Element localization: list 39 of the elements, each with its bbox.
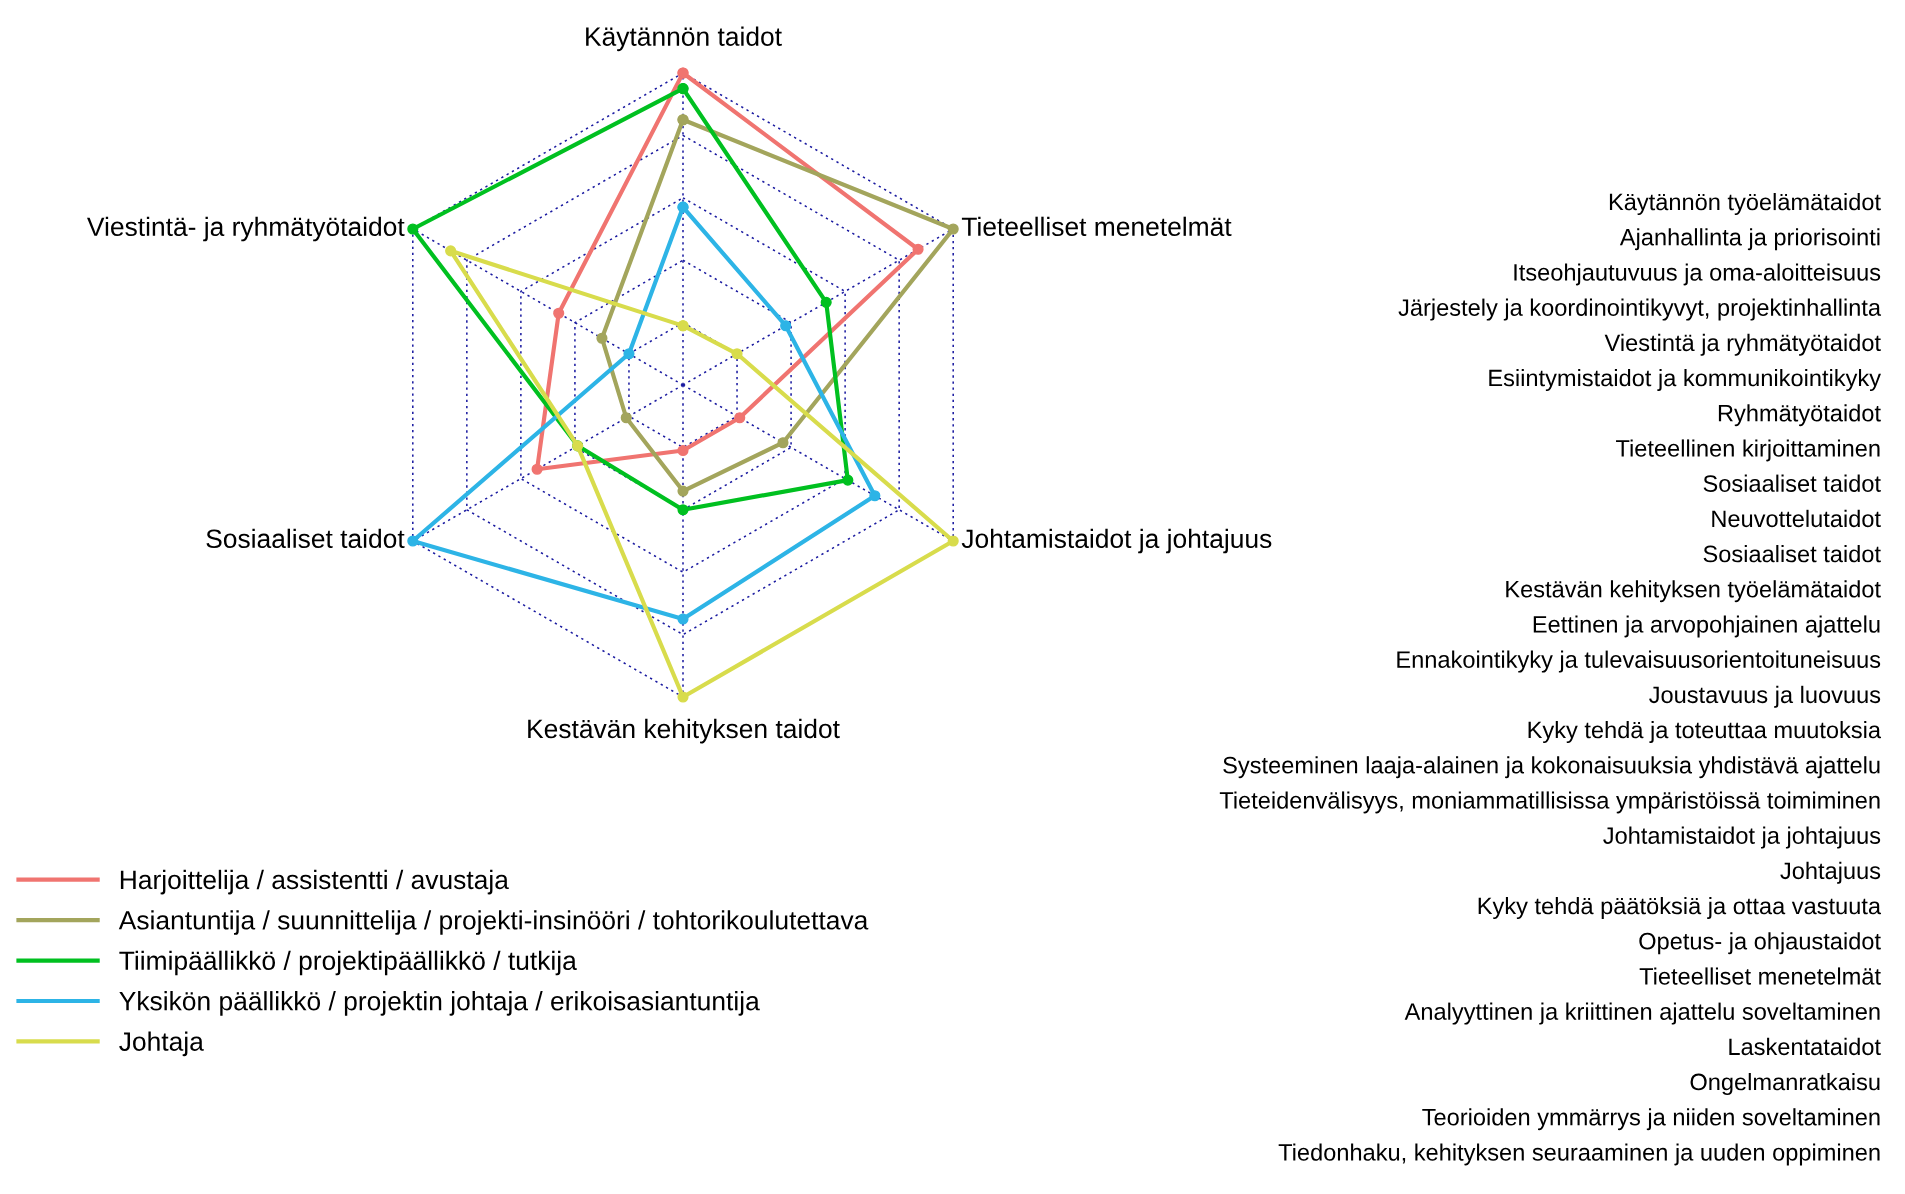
text: Ryhmätyötaidot	[1718, 404, 1881, 427]
text: Tieteidenvälisyys, moniammatillisissa ympäristöissä toimiminen	[1219, 791, 1880, 814]
text: Laskentataidot	[1729, 1037, 1881, 1056]
legend-label: Yksikön päällikkö / projektin johtaja / erikoisasiantuntija	[119, 991, 760, 1016]
text: Kestävän kehityksen työelämätaidot	[1506, 580, 1881, 603]
text: Neuvottelutaidot	[1712, 509, 1881, 528]
legend-label: Harjoittelija / assistentti / avustaja	[120, 869, 509, 895]
text: Johtajuus	[1780, 861, 1881, 884]
text: Opetus- ja ohjaustaidot	[1639, 932, 1881, 955]
text: Esiintymistaidot ja kommunikointikyky	[1489, 368, 1881, 391]
spoke-label: Kestävän kehityksen taidot	[528, 718, 840, 744]
text: Järjestely ja koordinointikyvyt, projektinhallinta	[1398, 298, 1882, 321]
text: Viestintä ja ryhmätyötaidot	[1604, 333, 1881, 356]
spoke-label: Käytännön taidot	[586, 26, 782, 52]
text: Joustavuus ja luovuus	[1649, 685, 1881, 708]
text: Eettinen ja arvopohjainen ajattelu	[1533, 615, 1880, 638]
spoke-label: Sosiaaliset taidot	[206, 528, 405, 549]
text: Systeeminen laaja-alainen ja kokonaisuuksia yhdistävä ajattelu	[1223, 756, 1880, 779]
text: Kyky tehdä ja toteuttaa muutoksia	[1528, 720, 1882, 744]
text: Analyyttinen ja kriittinen ajattelu soveltaminen	[1404, 1002, 1880, 1025]
text: Sosiaaliset taidot	[1703, 544, 1881, 563]
text: Sosiaaliset taidot	[1703, 474, 1881, 492]
legend-label: Asiantuntija / suunnittelija / projekti-insinööri / tohtorikoulutettava	[118, 910, 869, 935]
text: Tieteellinen kirjoittaminen	[1616, 439, 1880, 462]
text: Itseohjautuvuus ja oma-aloitteisuus	[1514, 263, 1881, 286]
text: Tieteelliset menetelmät	[1639, 967, 1881, 985]
legend-label: Tiimipäällikkö / projektipäällikkö / tutkija	[119, 950, 577, 976]
text: Tiedonhaku, kehityksen seuraaminen ja uuden oppiminen	[1278, 1143, 1880, 1166]
text: Ennakointikyky ja tulevaisuusorientoituneisuus	[1397, 650, 1881, 673]
text: Teorioiden ymmärrys ja niiden soveltaminen	[1422, 1108, 1880, 1131]
text: Ajanhallinta ja priorisointi	[1619, 228, 1880, 251]
spoke-label: Tieteelliset menetelmät	[961, 216, 1232, 237]
spoke-label: Viestintä- ja ryhmätyötaidot	[87, 216, 405, 242]
spoke-label: Johtamistaidot ja johtajuus	[961, 528, 1272, 554]
text: Johtamistaidot ja johtajuus	[1603, 826, 1881, 849]
text: Ongelmanratkaisu	[1690, 1072, 1880, 1096]
legend-label: Johtaja	[119, 1031, 204, 1057]
text: Kyky tehdä päätöksiä ja ottaa vastuuta	[1478, 896, 1882, 920]
text: Käytännön työelämätaidot	[1609, 193, 1881, 215]
